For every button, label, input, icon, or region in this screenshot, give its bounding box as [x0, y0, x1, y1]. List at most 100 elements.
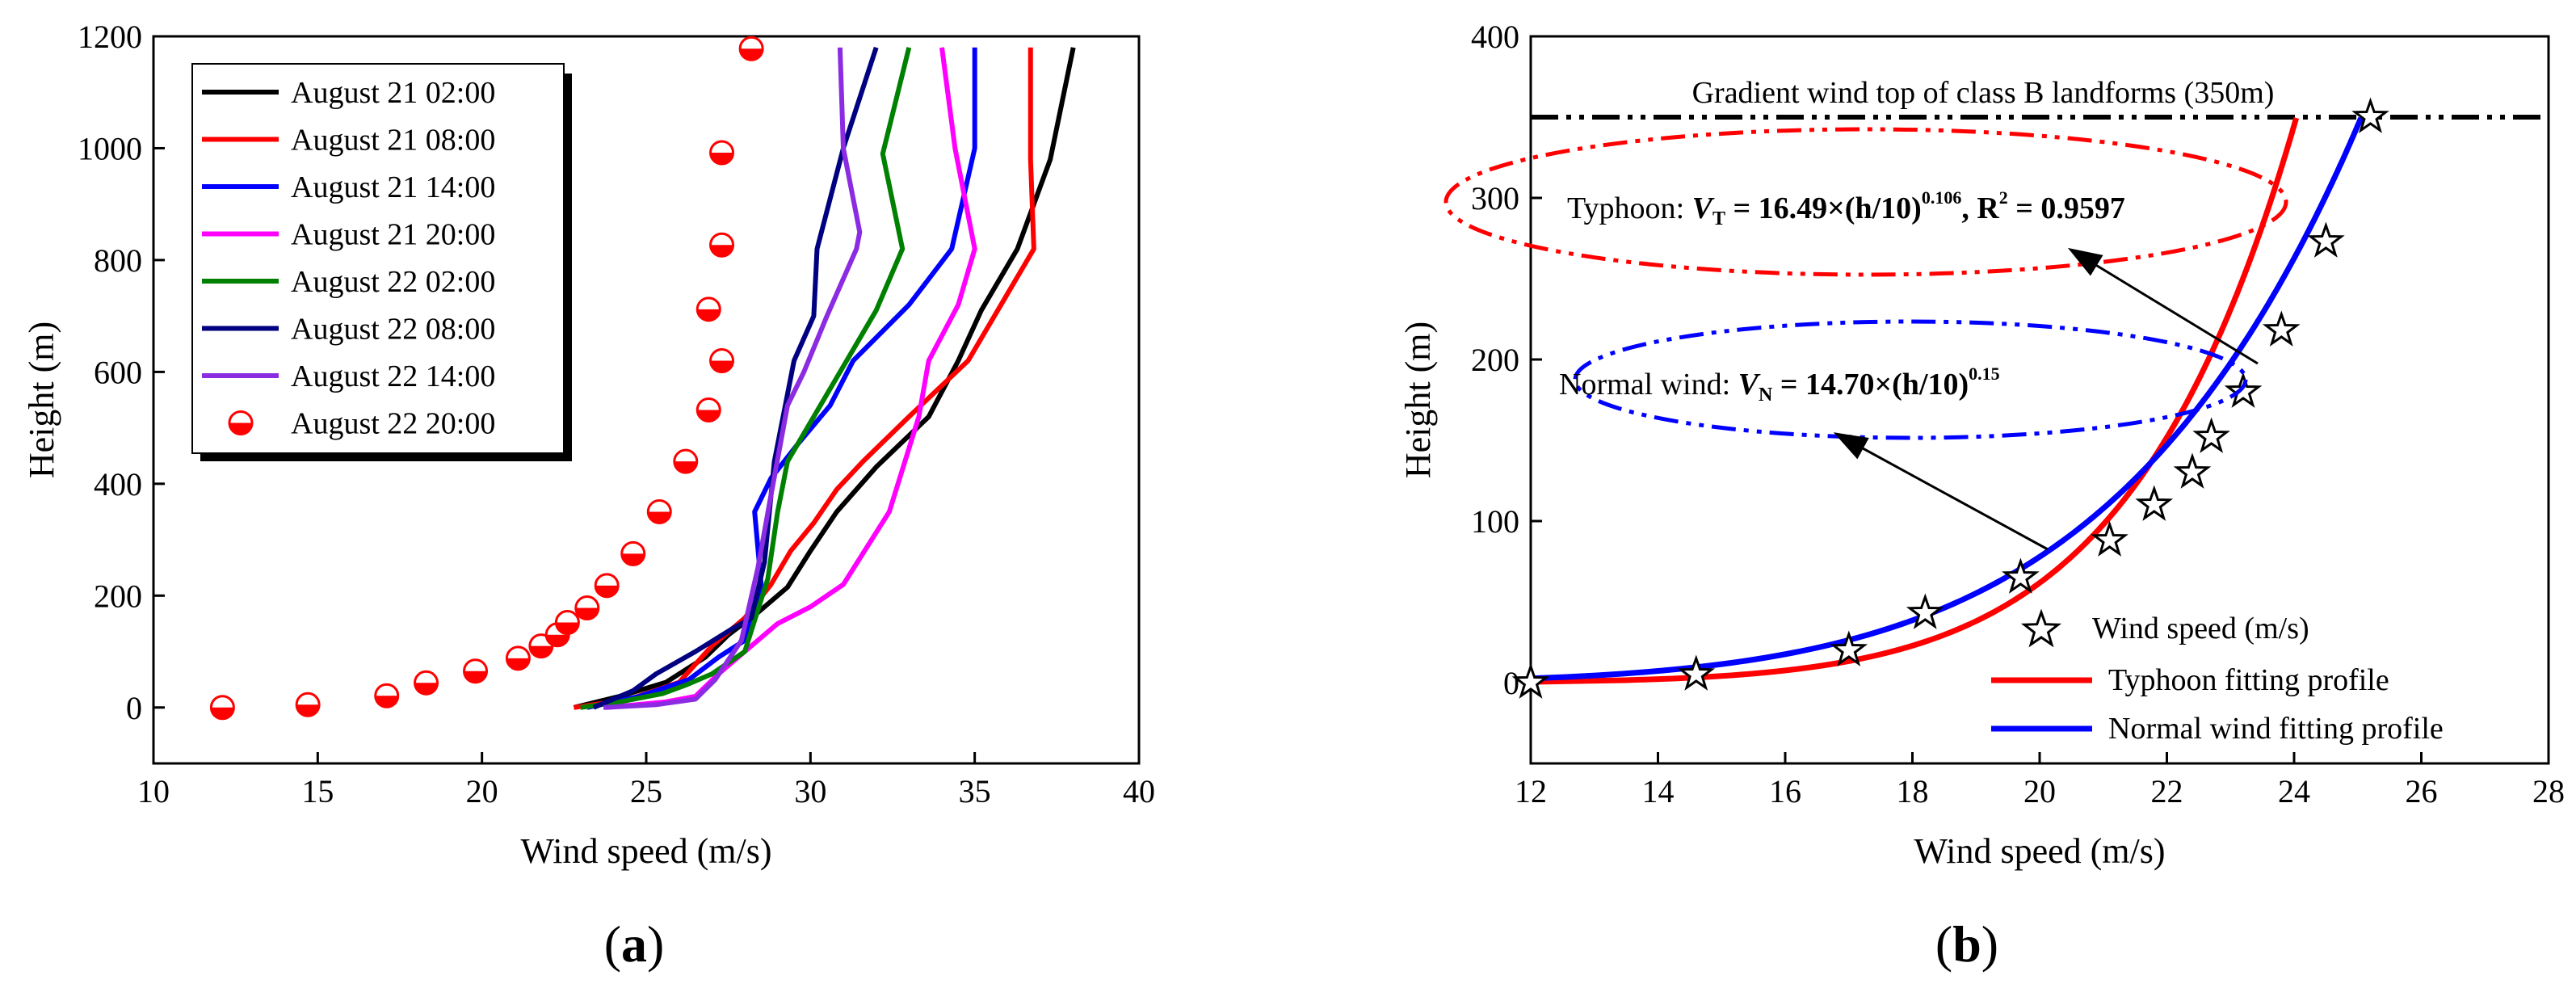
wind-speed-point [2351, 97, 2389, 133]
y-tick-label-a: 800 [94, 242, 142, 279]
x-tick-label-a: 20 [466, 773, 498, 809]
legend-item-8: August 22 20:00 [291, 407, 495, 441]
wind-speed-point [1511, 662, 1550, 699]
wind-speed-point [2002, 557, 2040, 594]
x-tick-label-b: 24 [2278, 773, 2310, 809]
x-tick-label-a: 15 [301, 773, 334, 809]
typhoon-annotation-ellipse [1443, 127, 2288, 277]
y-axis-label-a: Height (m) [22, 322, 61, 478]
series-line-2 [574, 47, 1036, 710]
x-tick-label-b: 20 [2023, 773, 2056, 809]
y-tick-label-a: 1000 [78, 130, 142, 166]
axes-b: 12 14 16 18 20 22 24 26 28 0 100 200 300 400 [1471, 19, 2565, 809]
series-a [209, 36, 1076, 721]
y-tick-label-b: 200 [1471, 342, 1519, 378]
normal-annotation: Normal wind: VN = 14.70×(h/10)0.15 [1559, 364, 2000, 406]
legend-b-item-normal: Normal wind fitting profile [2108, 712, 2444, 746]
data-point [505, 645, 531, 671]
wind-speed-point [2135, 485, 2174, 521]
x-tick-label-b: 18 [1897, 773, 1929, 809]
data-point [709, 140, 735, 166]
data-point [695, 397, 721, 423]
plot-area-b [1529, 35, 2550, 765]
x-tick-label-b: 12 [1515, 773, 1547, 809]
wind-speed-point [2224, 372, 2263, 408]
panel-b: 12 14 16 18 20 22 24 26 28 0 100 200 300 400 Gradient… [1398, 19, 2565, 973]
wind-speed-point [2307, 221, 2345, 258]
x-tick-label-b: 14 [1642, 773, 1675, 809]
series-line-6 [592, 46, 879, 710]
normal-annotation-ellipse [1573, 319, 2248, 440]
x-tick-label-b: 28 [2532, 773, 2565, 809]
legend-item-2: August 21 08:00 [291, 124, 495, 158]
data-point [554, 610, 580, 636]
typhoon-arrow [2067, 247, 2259, 365]
fit-curve-2 [1527, 116, 2364, 682]
data-point [594, 573, 620, 599]
data-point [620, 540, 646, 566]
gradient-wind-label: Gradient wind top of class B landforms (… [1692, 76, 2275, 110]
panel-label-a: (a) [604, 915, 665, 973]
x-tick-label-b: 26 [2406, 773, 2438, 809]
legend-item-3: August 21 14:00 [291, 170, 495, 204]
normal-arrow [1833, 432, 2049, 551]
legend-item-7: August 22 14:00 [291, 359, 495, 393]
y-tick-label-b: 400 [1471, 19, 1519, 55]
y-tick-label-a: 1200 [78, 19, 142, 55]
legend-swatch [228, 410, 254, 435]
y-tick-label-b: 100 [1471, 503, 1519, 540]
data-point [738, 36, 764, 61]
x-tick-label-b: 22 [2151, 773, 2183, 809]
fit-curve-1 [1531, 116, 2300, 685]
legend-item-6: August 22 08:00 [291, 313, 495, 347]
legend-star-icon [2020, 608, 2062, 648]
series-line-1 [573, 47, 1076, 710]
legend-item-4: August 21 20:00 [291, 218, 495, 252]
panel-label-b: (b) [1935, 915, 1998, 973]
x-tick-label-a: 35 [959, 773, 991, 809]
data-point [374, 683, 400, 708]
y-tick-label-b: 0 [1503, 665, 1519, 701]
fit-curves [1527, 116, 2364, 685]
wind-speed-point [1906, 593, 1944, 629]
x-tick-label-a: 40 [1123, 773, 1155, 809]
x-axis-label-a: Wind speed (m/s) [520, 831, 771, 871]
x-tick-label-a: 10 [137, 773, 170, 809]
y-tick-label-b: 300 [1471, 180, 1519, 217]
data-point [709, 232, 735, 258]
data-point [209, 695, 235, 721]
legend-a: August 21 02:00 August 21 08:00 August 21 … [191, 63, 572, 461]
wind-speed-point [2091, 520, 2128, 557]
legend-b: Wind speed (m/s) Typhoon fitting profile… [1991, 608, 2444, 746]
wind-speed-point [2192, 417, 2230, 453]
legend-item-1: August 21 02:00 [291, 76, 495, 110]
x-tick-label-b: 16 [1769, 773, 1801, 809]
y-tick-label-a: 200 [94, 578, 142, 614]
wind-speed-points [1511, 97, 2389, 699]
data-point [295, 692, 321, 717]
data-point [574, 595, 600, 621]
data-point [709, 348, 735, 374]
wind-speed-point [2262, 310, 2301, 347]
data-point [463, 658, 489, 684]
x-tick-label-a: 25 [630, 773, 662, 809]
series-line-7 [603, 47, 863, 710]
y-tick-label-a: 400 [94, 466, 142, 502]
wind-speed-point [1830, 630, 1868, 666]
wind-speed-point [1677, 654, 1716, 691]
y-tick-label-a: 0 [126, 690, 142, 726]
series-line-5 [580, 47, 912, 710]
data-point [414, 670, 439, 696]
y-tick-label-a: 600 [94, 354, 142, 390]
y-axis-label-b: Height (m) [1398, 322, 1438, 478]
legend-box-a [191, 63, 565, 454]
legend-b-item-typhoon: Typhoon fitting profile [2108, 663, 2389, 697]
x-tick-label-a: 30 [794, 773, 826, 809]
data-point [695, 296, 721, 322]
legend-b-item-scatter: Wind speed (m/s) [2092, 612, 2309, 645]
wind-speed-point [2173, 452, 2212, 489]
legend-item-5: August 22 02:00 [291, 265, 495, 299]
